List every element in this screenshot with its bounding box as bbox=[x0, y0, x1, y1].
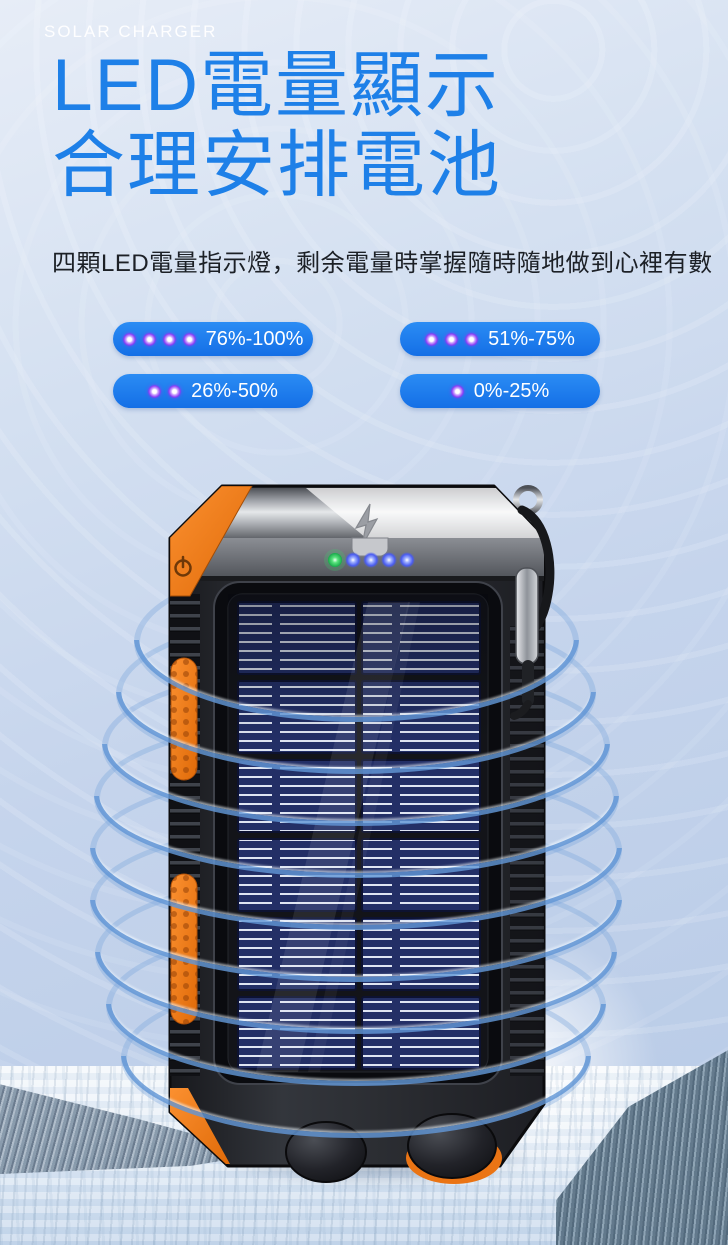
power-icon bbox=[174, 555, 192, 577]
led-indicators bbox=[324, 549, 415, 571]
brand-label: SOLAR CHARGER bbox=[44, 22, 218, 41]
headline-line1: LED電量顯示 bbox=[52, 45, 501, 126]
led-dots-icon bbox=[122, 332, 196, 346]
solar-panel bbox=[213, 581, 503, 1085]
led-dot-icon bbox=[450, 384, 464, 398]
led-dots-icon bbox=[425, 332, 479, 346]
battery-range-label: 0%-25% bbox=[473, 379, 550, 402]
battery-range-label: 76%-100% bbox=[205, 327, 304, 350]
battery-level-pill: 26%-50% bbox=[113, 374, 313, 408]
battery-range-label: 26%-50% bbox=[191, 379, 278, 402]
headline: LED電量顯示 合理安排電池 bbox=[52, 46, 502, 206]
led-dot-icon bbox=[465, 332, 479, 346]
led-dot-icon bbox=[148, 384, 162, 398]
orange-grip-pads bbox=[170, 657, 198, 1025]
carabiner-clip bbox=[510, 505, 555, 720]
led-dot-icon bbox=[182, 332, 196, 346]
orange-corner-bottom bbox=[170, 1088, 230, 1164]
led-dot-icon bbox=[162, 332, 176, 346]
arrow-up-icon bbox=[354, 503, 379, 547]
led-strip-edge bbox=[170, 576, 544, 581]
headline-line2: 合理安排電池 bbox=[52, 125, 502, 206]
led-dot-icon bbox=[168, 384, 182, 398]
led-dots-icon bbox=[450, 384, 464, 398]
battery-level-pill: 51%-75% bbox=[400, 322, 600, 356]
led-dot-icon bbox=[425, 332, 439, 346]
battery-level-pill: 76%-100% bbox=[113, 322, 313, 356]
battery-level-pill: 0%-25% bbox=[400, 374, 600, 408]
led-dot-icon bbox=[142, 332, 156, 346]
led-dots-icon bbox=[148, 384, 182, 398]
led-dot-icon bbox=[122, 332, 136, 346]
battery-range-label: 51%-75% bbox=[488, 327, 575, 350]
battery-level-legend: 76%-100% 51%-75% 26%-50% 0%-25% bbox=[113, 322, 600, 408]
led-dot-icon bbox=[445, 332, 459, 346]
subtitle: 四顆LED電量指示燈，剩余電量時掌握隨時隨地做到心裡有數 bbox=[52, 250, 713, 277]
solar-power-bank-image bbox=[168, 484, 555, 1184]
latch-tab bbox=[351, 537, 389, 557]
